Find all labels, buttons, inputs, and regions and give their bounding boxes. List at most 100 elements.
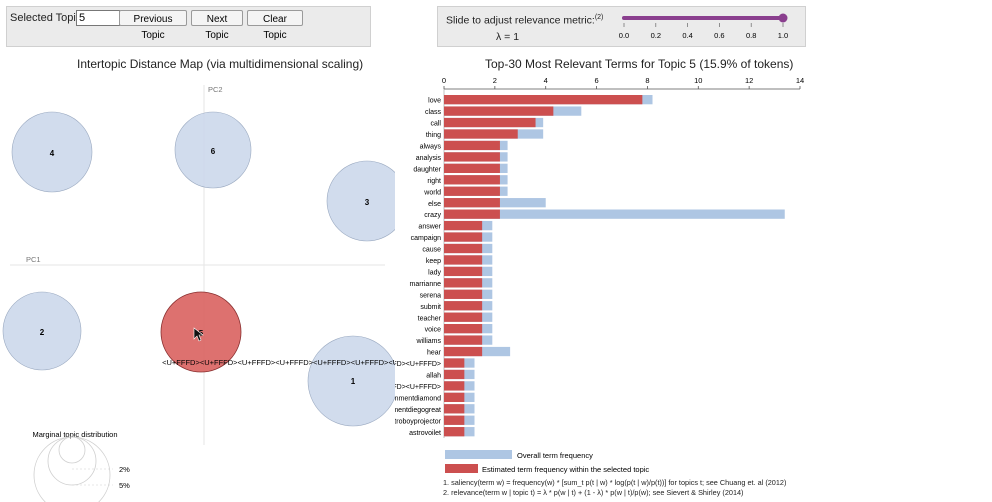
slider-tick-label: 0.6 xyxy=(714,31,724,40)
estimated-frequency-bar[interactable] xyxy=(444,415,465,425)
term-label[interactable]: allah xyxy=(426,373,441,380)
estimated-frequency-bar[interactable] xyxy=(444,186,500,196)
footnote-saliency: 1. saliency(term w) = frequency(w) * [su… xyxy=(443,478,787,487)
x-tick-label: 14 xyxy=(796,76,804,85)
next-topic-button[interactable]: Next Topic xyxy=(191,10,243,41)
term-label[interactable]: always xyxy=(420,144,442,151)
estimated-frequency-bar[interactable] xyxy=(444,404,465,414)
term-label[interactable]: answer xyxy=(418,224,441,231)
footnote-relevance: 2. relevance(term w | topic t) = λ * p(w… xyxy=(443,488,744,497)
term-label[interactable]: daughter xyxy=(413,166,441,173)
marginal-label-2pct: 2% xyxy=(119,465,130,474)
estimated-frequency-bar[interactable] xyxy=(444,232,483,242)
estimated-frequency-bar[interactable] xyxy=(444,243,483,254)
term-label[interactable]: assignmentdiamond xyxy=(395,395,441,402)
pc1-label: PC1 xyxy=(26,255,41,264)
legend-overall-label: Overall term frequency xyxy=(517,451,593,460)
term-label[interactable]: love xyxy=(428,98,441,105)
term-label[interactable]: crazy xyxy=(424,212,441,219)
estimated-frequency-bar[interactable] xyxy=(444,140,500,151)
term-label[interactable]: serena xyxy=(420,292,442,299)
term-label[interactable]: voice xyxy=(425,327,441,334)
x-tick-label: 10 xyxy=(694,76,702,85)
selected-topic-input[interactable] xyxy=(76,10,120,26)
clear-topic-button[interactable]: Clear Topic xyxy=(247,10,303,41)
estimated-frequency-bar[interactable] xyxy=(444,117,536,128)
term-label[interactable]: else xyxy=(428,201,441,208)
estimated-frequency-bar[interactable] xyxy=(444,106,554,116)
slider-handle[interactable] xyxy=(778,13,788,23)
overall-frequency-bar[interactable] xyxy=(444,209,785,219)
term-label[interactable]: submit xyxy=(420,304,441,311)
x-tick-label: 2 xyxy=(493,76,497,85)
term-label[interactable]: analysis xyxy=(416,155,442,162)
slider-tick-label: 0.4 xyxy=(682,31,692,40)
topic-circle-2[interactable] xyxy=(2,291,82,371)
relevance-slider[interactable]: 0.0 0.2 0.4 0.6 0.8 1.0 xyxy=(608,9,803,45)
term-label[interactable]: right xyxy=(427,178,441,185)
estimated-frequency-bar[interactable] xyxy=(444,175,500,185)
estimated-frequency-bar[interactable] xyxy=(444,95,643,105)
estimated-frequency-bar[interactable] xyxy=(444,324,483,334)
term-label[interactable]: class xyxy=(425,109,441,116)
estimated-frequency-bar[interactable] xyxy=(444,266,483,277)
term-label[interactable]: lady xyxy=(428,269,441,276)
intertopic-map[interactable]: PC2 PC1 4 6 3 2 1 5 <U+FFFD><U+FFFD><U+F… xyxy=(0,75,395,502)
legend-estimated-swatch xyxy=(445,464,478,473)
relevance-slider-panel: Slide to adjust relevance metric:(2) λ =… xyxy=(437,6,806,47)
term-label[interactable]: campaign xyxy=(411,235,441,242)
term-label[interactable]: cause xyxy=(422,247,441,254)
term-label[interactable]: astroboyprojector xyxy=(395,418,442,425)
legend-estimated-label: Estimated term frequency within the sele… xyxy=(482,465,649,474)
estimated-frequency-bar[interactable] xyxy=(444,346,483,357)
estimated-frequency-bar[interactable] xyxy=(444,278,483,288)
term-label[interactable]: aren<U+FFFD><U+FFFD><U+FFFD> xyxy=(395,384,441,391)
term-bars xyxy=(444,95,785,437)
bar-legend: Overall term frequency Estimated term fr… xyxy=(445,450,649,474)
estimated-frequency-bar[interactable] xyxy=(444,358,465,368)
footnotes: 1. saliency(term w) = frequency(w) * [su… xyxy=(443,478,786,498)
estimated-frequency-bar[interactable] xyxy=(444,163,500,173)
slider-ticks: 0.0 0.2 0.4 0.6 0.8 1.0 xyxy=(619,23,788,40)
marginal-title: Marginal topic distribution xyxy=(32,430,117,439)
topic-circle-4[interactable] xyxy=(11,111,93,193)
estimated-frequency-bar[interactable] xyxy=(444,301,483,311)
slider-tick-label: 0.8 xyxy=(746,31,756,40)
estimated-frequency-bar[interactable] xyxy=(444,312,483,322)
estimated-frequency-bar[interactable] xyxy=(444,255,483,265)
estimated-frequency-bar[interactable] xyxy=(444,209,500,219)
topic-control-panel: Selected Topic: Previous Topic Next Topi… xyxy=(6,6,371,47)
estimated-frequency-bar[interactable] xyxy=(444,152,500,162)
term-label[interactable]: keep xyxy=(426,258,441,265)
estimated-frequency-bar[interactable] xyxy=(444,198,500,208)
term-label[interactable]: <U+FFFD><U+FFFD><U+FFFD><U+FFFD> xyxy=(395,361,441,368)
estimated-frequency-bar[interactable] xyxy=(444,381,465,391)
term-label[interactable]: williams xyxy=(416,338,442,345)
term-label[interactable]: assignmentdiegogreat xyxy=(395,407,441,414)
previous-topic-button[interactable]: Previous Topic xyxy=(119,10,187,41)
estimated-frequency-bar[interactable] xyxy=(444,220,483,231)
term-label[interactable]: astrovoilet xyxy=(409,430,441,437)
topic-circle-1[interactable] xyxy=(307,335,395,427)
estimated-frequency-bar[interactable] xyxy=(444,369,465,380)
slider-footnote: (2) xyxy=(594,14,604,21)
estimated-frequency-bar[interactable] xyxy=(444,129,518,139)
mouse-cursor-icon xyxy=(193,327,204,342)
selected-topic-label: Selected Topic: xyxy=(10,12,85,24)
term-label[interactable]: marrianne xyxy=(409,281,441,288)
map-title: Intertopic Distance Map (via multidimens… xyxy=(77,57,364,71)
estimated-frequency-bar[interactable] xyxy=(444,392,465,402)
topic-circle-3[interactable] xyxy=(326,160,395,242)
pc2-label: PC2 xyxy=(208,85,223,94)
topic-circle-6[interactable] xyxy=(174,111,252,189)
term-label[interactable]: thing xyxy=(426,132,441,139)
term-label[interactable]: call xyxy=(430,121,441,128)
estimated-frequency-bar[interactable] xyxy=(444,335,483,345)
estimated-frequency-bar[interactable] xyxy=(444,289,483,299)
term-label[interactable]: world xyxy=(423,189,441,196)
topic-circle-5-selected[interactable] xyxy=(160,291,242,373)
top-terms-bar-chart[interactable]: 0 2 4 6 8 10 12 14 love class call thing always anal… xyxy=(395,76,815,438)
estimated-frequency-bar[interactable] xyxy=(444,427,465,437)
term-label[interactable]: hear xyxy=(427,350,442,357)
term-label[interactable]: teacher xyxy=(418,315,442,322)
